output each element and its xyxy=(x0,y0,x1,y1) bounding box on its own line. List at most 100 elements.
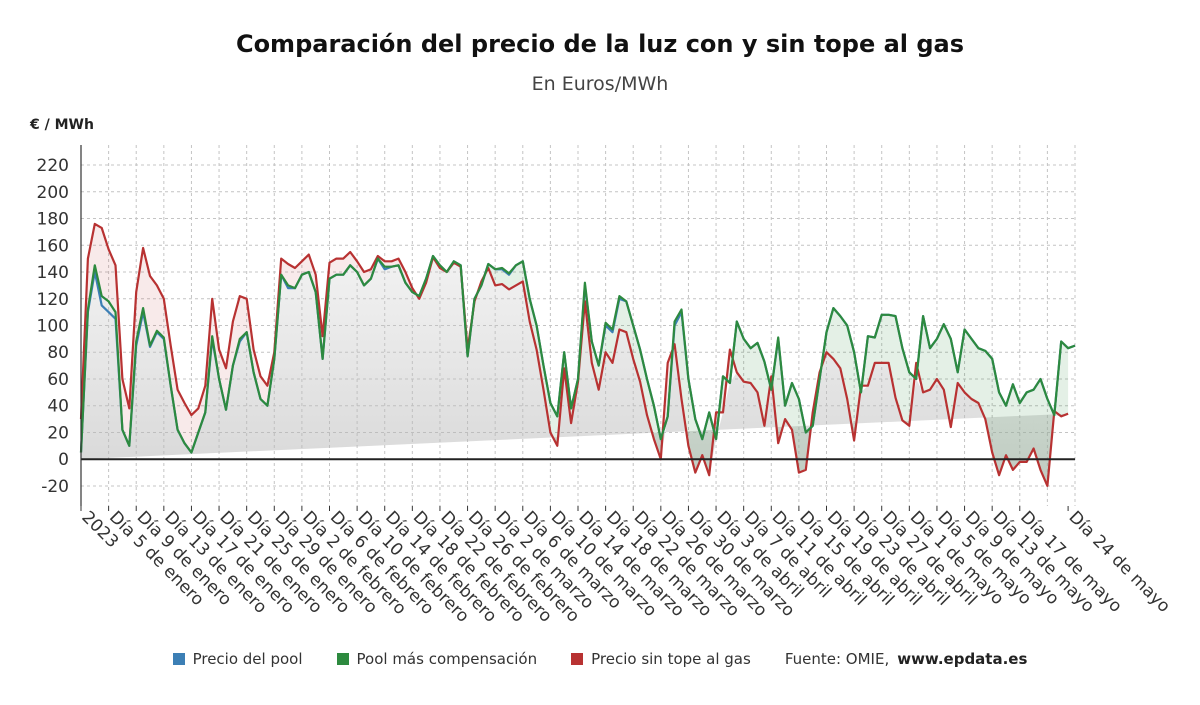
y-tick-label: 160 xyxy=(37,236,69,256)
series-line-pool-comp xyxy=(79,254,1076,454)
area-band xyxy=(177,389,185,444)
legend-swatch-pool xyxy=(172,653,185,665)
area-band xyxy=(826,308,834,359)
area-band xyxy=(743,338,751,383)
area-band xyxy=(184,403,192,453)
area-band xyxy=(239,296,247,339)
area-band xyxy=(350,252,358,272)
area-band xyxy=(1012,384,1020,470)
legend: Precio del pool Pool más compensación Pr… xyxy=(0,650,1200,668)
area-band xyxy=(529,298,537,350)
area-band xyxy=(515,261,523,286)
area-band xyxy=(923,316,930,393)
y-tick-label: 220 xyxy=(37,156,69,176)
area-band xyxy=(336,258,344,275)
area-band xyxy=(170,345,178,430)
area-band xyxy=(94,223,102,297)
area-base xyxy=(81,257,1069,486)
y-tick-label: 40 xyxy=(47,397,69,417)
area-band xyxy=(364,269,371,286)
area-band xyxy=(612,296,620,363)
area-band xyxy=(798,399,806,473)
area-band xyxy=(329,258,337,279)
legend-item-sin-tope: Precio sin tope al gas xyxy=(571,650,751,668)
legend-label-pool-comp: Pool más compensación xyxy=(356,650,538,668)
area-band xyxy=(757,342,765,426)
area-band xyxy=(357,261,364,286)
area-band xyxy=(640,349,647,416)
area-band xyxy=(785,383,792,430)
area-band xyxy=(191,408,199,453)
area-band xyxy=(750,342,758,393)
area-band xyxy=(281,258,289,286)
area-band xyxy=(971,338,979,403)
area-band xyxy=(1061,341,1069,417)
area-band xyxy=(591,341,599,390)
area-band xyxy=(647,379,654,440)
area-band xyxy=(1006,384,1013,470)
y-tick-label: 80 xyxy=(47,343,69,363)
y-tick-label: -20 xyxy=(41,477,69,497)
y-tick-label: 200 xyxy=(37,183,69,203)
area-band xyxy=(633,325,641,382)
area-band xyxy=(1033,379,1041,470)
legend-item-pool-comp: Pool más compensación xyxy=(336,650,538,668)
area-band xyxy=(1026,389,1034,462)
area-band xyxy=(681,309,689,446)
area-band xyxy=(978,348,986,420)
y-tick-label: 140 xyxy=(37,263,69,283)
area-band xyxy=(87,223,95,310)
area-band xyxy=(847,325,855,441)
chart-title: Comparación del precio de la luz con y s… xyxy=(235,30,965,58)
area-band xyxy=(495,268,503,286)
area-band xyxy=(833,308,841,369)
source-note: Fuente: OMIE, www.epdata.es xyxy=(785,650,1028,668)
area-band xyxy=(867,336,875,386)
area-band xyxy=(619,296,627,333)
source-link[interactable]: www.epdata.es xyxy=(897,650,1028,668)
area-band xyxy=(874,314,882,363)
area-band xyxy=(881,314,889,363)
area-band xyxy=(253,349,261,399)
y-tick-label: 180 xyxy=(37,210,69,230)
area-band xyxy=(950,338,958,428)
area-band xyxy=(964,329,972,399)
area-band xyxy=(930,338,937,390)
area-band xyxy=(156,285,164,338)
area-band xyxy=(136,248,144,342)
area-band xyxy=(936,324,944,390)
area-band xyxy=(999,392,1006,476)
area-band xyxy=(308,254,316,293)
area-band xyxy=(198,385,206,433)
y-tick-label: 20 xyxy=(47,423,69,443)
area-band xyxy=(509,265,516,290)
y-axis-label: € / MWh xyxy=(29,117,94,133)
chart-subtitle: En Euros/MWh xyxy=(531,73,669,95)
y-tick-label: 100 xyxy=(37,317,69,337)
area-band xyxy=(108,249,116,313)
area-band xyxy=(943,324,951,428)
legend-swatch-sin-tope xyxy=(571,653,584,665)
area-band xyxy=(792,383,799,473)
area-band xyxy=(626,301,634,359)
area-band xyxy=(232,296,240,366)
area-band xyxy=(840,316,848,399)
series-line-sin-tope xyxy=(79,222,1069,487)
area-band xyxy=(163,298,171,386)
y-tick-label: 120 xyxy=(37,290,69,310)
area-band xyxy=(1019,392,1027,462)
legend-label-pool: Precio del pool xyxy=(192,650,303,668)
y-tick-label: 0 xyxy=(58,450,69,470)
legend-swatch-pool-comp xyxy=(336,653,349,665)
source-prefix: Fuente: OMIE, xyxy=(784,650,890,668)
legend-label-sin-tope: Precio sin tope al gas xyxy=(591,650,751,668)
series-lines xyxy=(79,222,1076,487)
y-tick-label: 60 xyxy=(47,370,69,390)
area-band xyxy=(295,261,302,289)
line-chart: € / MWh -20 0 20 40 60 80 100 120 140 160 180 200 22… xyxy=(29,117,1174,627)
area-band xyxy=(384,261,392,267)
area-band xyxy=(150,276,157,346)
area-band xyxy=(122,379,130,446)
area-band xyxy=(226,321,233,410)
legend-item-pool: Precio del pool xyxy=(172,650,303,668)
